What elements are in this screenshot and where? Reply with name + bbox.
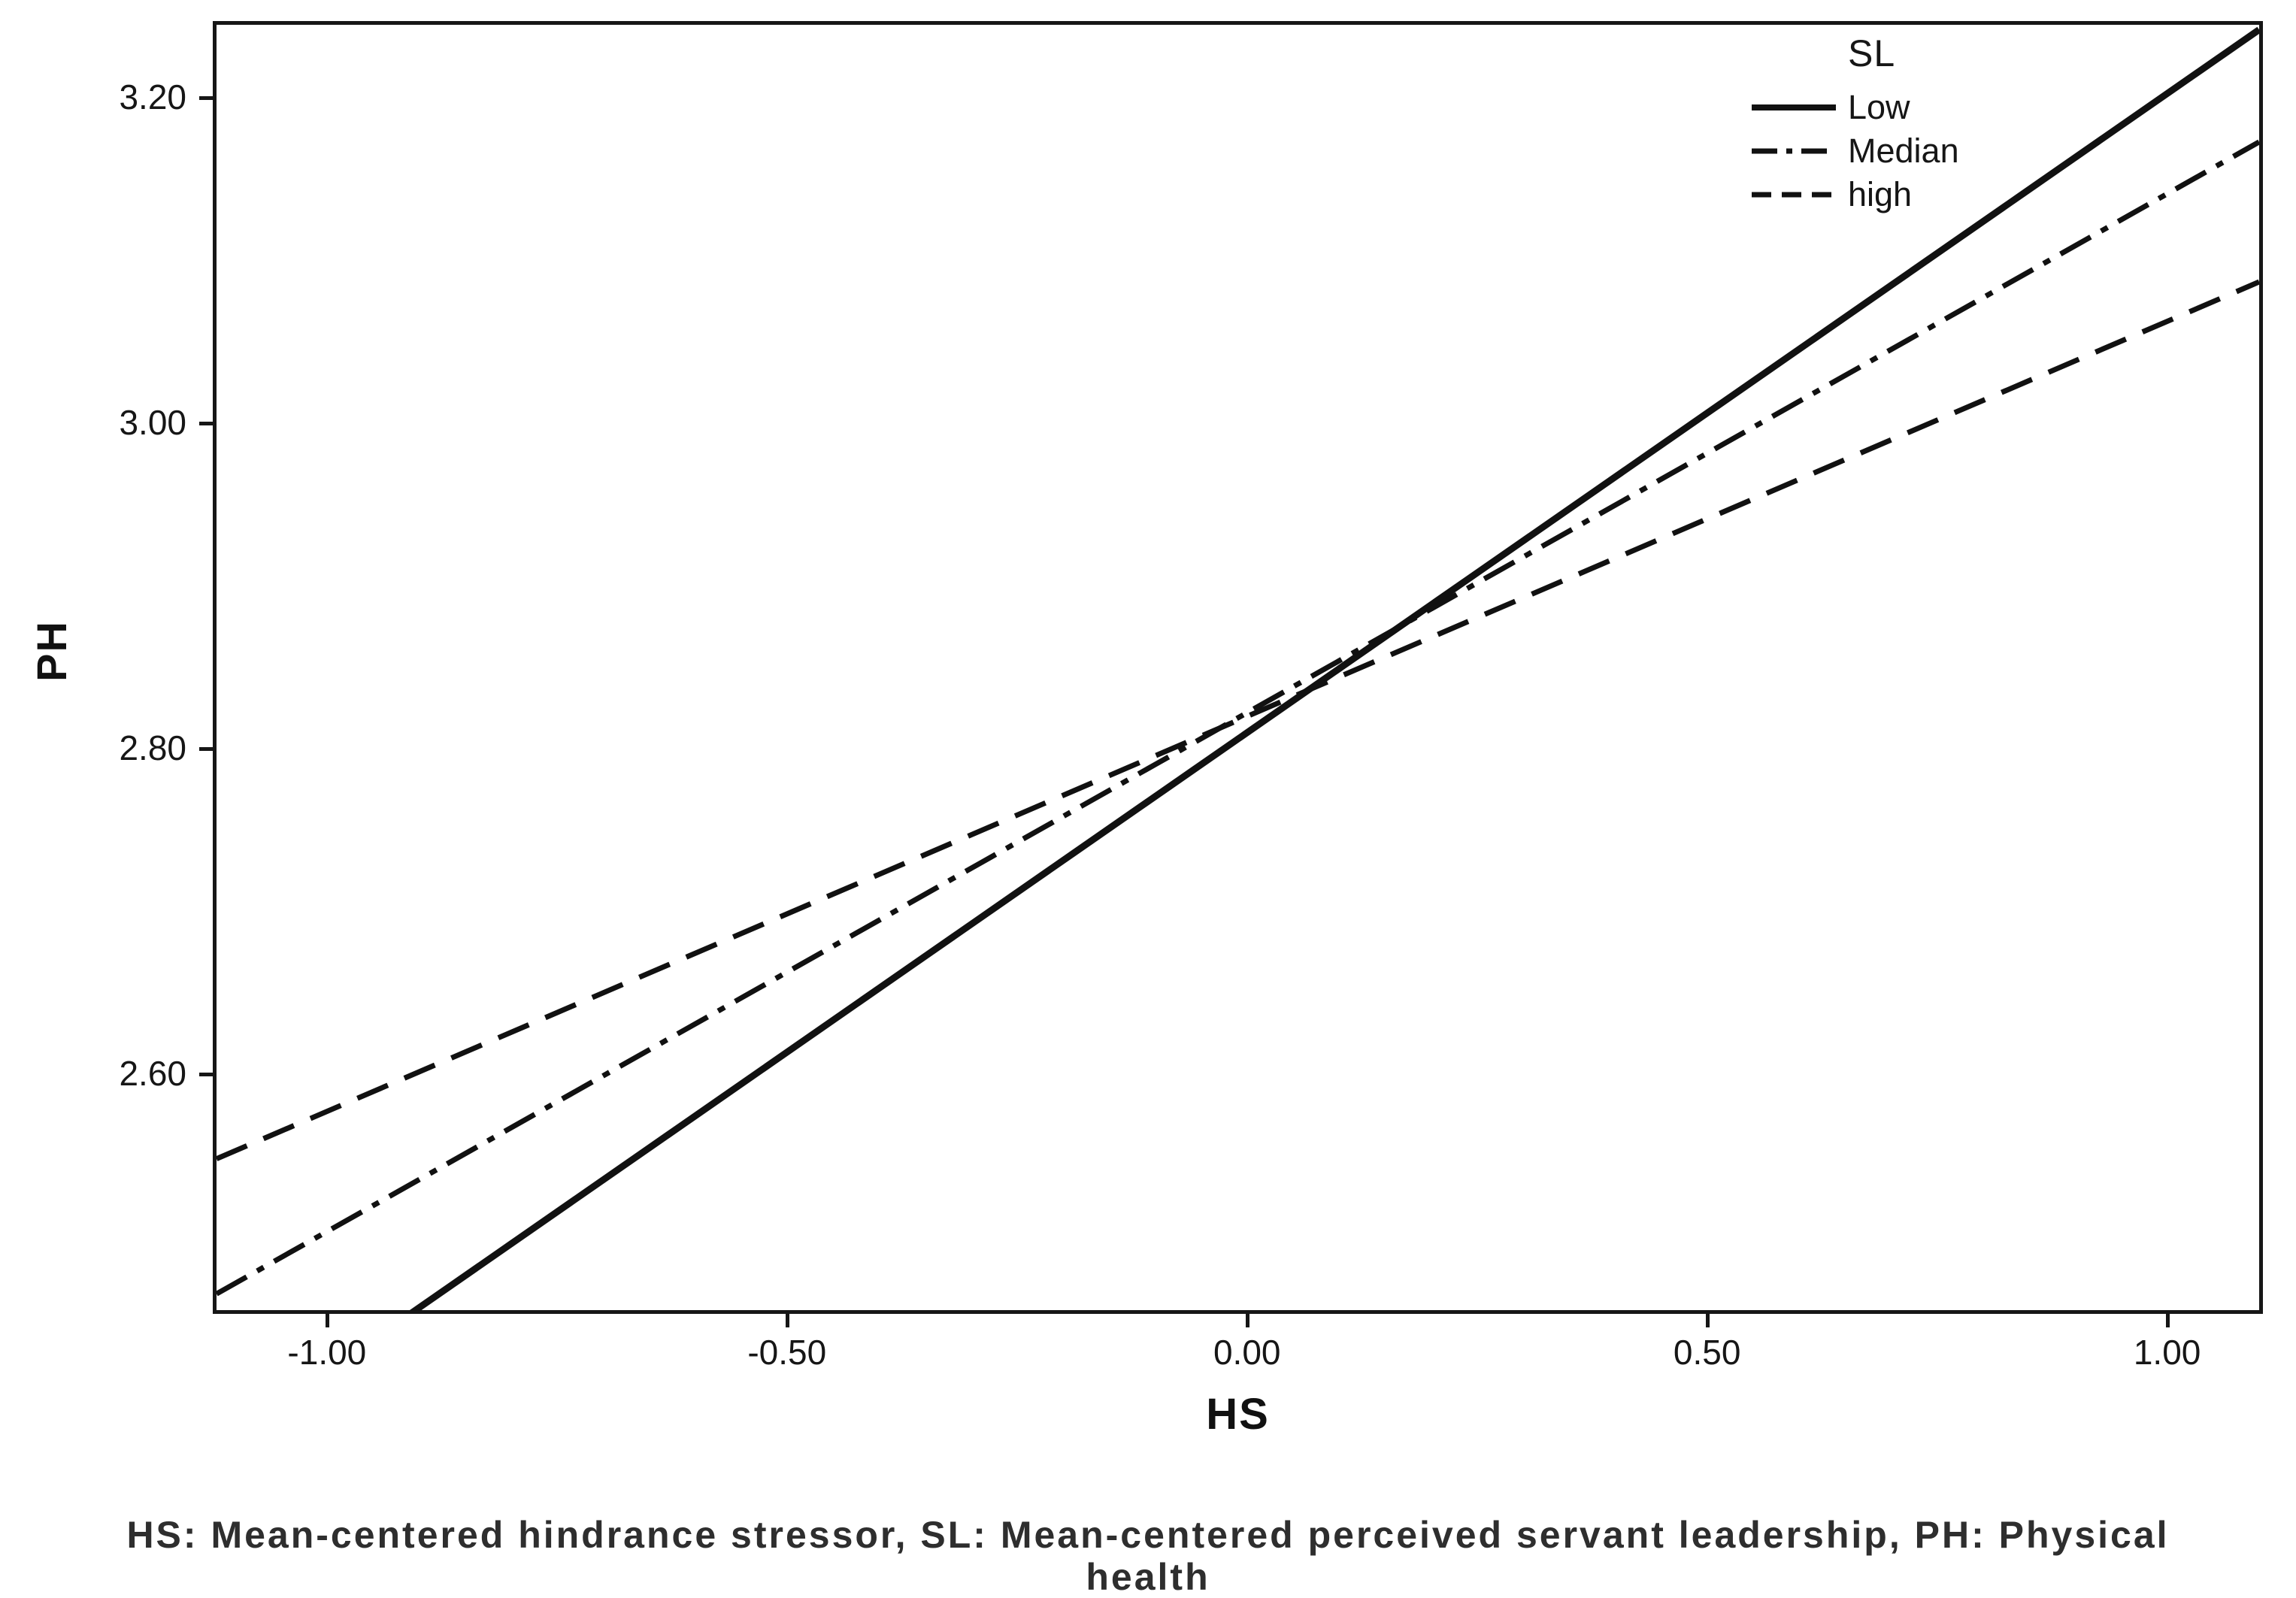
caption-line-2: health (1086, 1556, 1210, 1598)
y-tick-label: 2.80 (119, 728, 186, 768)
figure-caption: HS: Mean-centered hindrance stressor, SL… (0, 1514, 2296, 1598)
y-tick-label: 3.20 (119, 77, 186, 117)
series-line-low (409, 26, 2259, 1310)
series-line-high (217, 279, 2259, 1161)
y-tick-mark (199, 422, 213, 426)
x-tick-mark (1705, 1314, 1710, 1327)
x-tick-mark (1245, 1314, 1249, 1327)
y-tick-label: 3.00 (119, 403, 186, 443)
legend-title: SL (1848, 32, 1896, 74)
y-tick-mark (199, 1073, 213, 1077)
x-tick-label: -1.00 (287, 1333, 367, 1372)
caption-line-1: HS: Mean-centered hindrance stressor, SL… (126, 1514, 2170, 1556)
plot-frame (213, 21, 2263, 1314)
legend-entries: Low Median high (1752, 86, 2067, 216)
series-line-median (217, 139, 2259, 1297)
legend-entry-high: high (1752, 173, 2067, 216)
y-tick-mark (199, 747, 213, 752)
y-tick-mark (199, 96, 213, 101)
x-tick-label: 0.00 (1213, 1333, 1281, 1372)
y-tick-label: 2.60 (119, 1054, 186, 1094)
x-tick-mark (2165, 1314, 2170, 1327)
legend-entry-label: Median (1848, 132, 1959, 170)
x-tick-label: -0.50 (747, 1333, 827, 1372)
legend-entry-label: high (1848, 175, 1913, 213)
legend: SL Low Median high (1752, 32, 2067, 216)
y-axis-label: PH (27, 620, 75, 682)
legend-line-sample (1752, 104, 1836, 110)
x-tick-label: 0.50 (1673, 1333, 1741, 1372)
legend-entry-low: Low (1752, 86, 2067, 129)
x-tick-mark (325, 1314, 329, 1327)
legend-line-sample (1752, 192, 1836, 198)
x-tick-label: 1.00 (2133, 1333, 2201, 1372)
legend-line-sample (1752, 148, 1836, 154)
plot-area (217, 26, 2259, 1310)
legend-entry-median: Median (1752, 129, 2067, 173)
x-axis-label: HS (1206, 1390, 1270, 1439)
legend-entry-label: Low (1848, 88, 1910, 126)
x-tick-mark (785, 1314, 789, 1327)
